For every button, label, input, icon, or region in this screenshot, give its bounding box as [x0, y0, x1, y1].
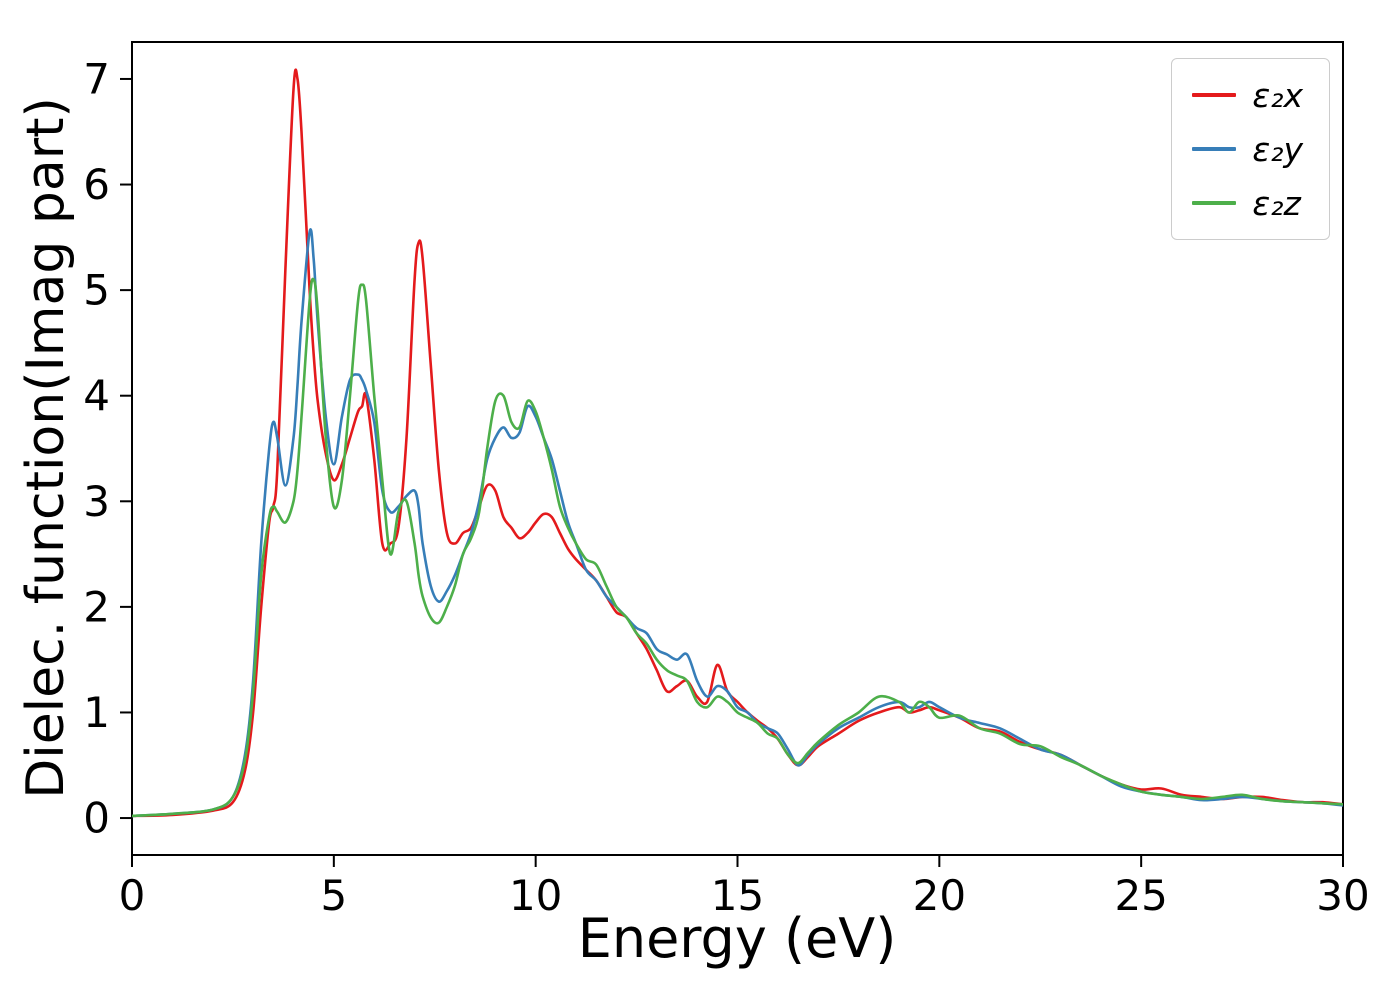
legend-label: ε₂z	[1252, 183, 1301, 223]
series-line-eps2x	[132, 68, 1343, 818]
legend: ε₂x ε₂y ε₂z	[1171, 58, 1330, 240]
x-axis-title: Energy (eV)	[577, 907, 897, 970]
legend-label: ε₂y	[1252, 129, 1303, 169]
legend-line-swatch-green	[1192, 201, 1237, 205]
legend-entry-eps2x: ε₂x	[1192, 75, 1303, 115]
x-tick-label: 10	[509, 871, 562, 920]
x-tick-label: 5	[320, 871, 347, 920]
y-tick-label: 4	[83, 371, 110, 420]
x-tick-label: 15	[711, 871, 764, 920]
y-axis-title: Dielec. function(Imag part)	[16, 97, 76, 799]
y-tick-label: 0	[83, 794, 110, 843]
x-tick-label: 0	[119, 871, 146, 920]
x-tick-label: 25	[1114, 871, 1167, 920]
y-tick-label: 5	[83, 266, 110, 315]
y-tick-label: 3	[83, 477, 110, 526]
legend-entry-eps2y: ε₂y	[1192, 129, 1303, 169]
legend-label: ε₂x	[1252, 75, 1303, 115]
x-tick-label: 30	[1316, 871, 1369, 920]
y-tick-label: 6	[83, 160, 110, 209]
y-tick-label: 7	[83, 54, 110, 103]
y-tick-label: 1	[83, 688, 110, 737]
x-tick-label: 20	[913, 871, 966, 920]
legend-line-swatch-red	[1192, 93, 1237, 97]
series-line-eps2y	[132, 228, 1343, 818]
legend-line-swatch-blue	[1192, 147, 1237, 151]
series-line-eps2z	[132, 277, 1343, 818]
y-tick-label: 2	[83, 582, 110, 631]
legend-entry-eps2z: ε₂z	[1192, 183, 1303, 223]
axes-spines	[131, 41, 1344, 856]
